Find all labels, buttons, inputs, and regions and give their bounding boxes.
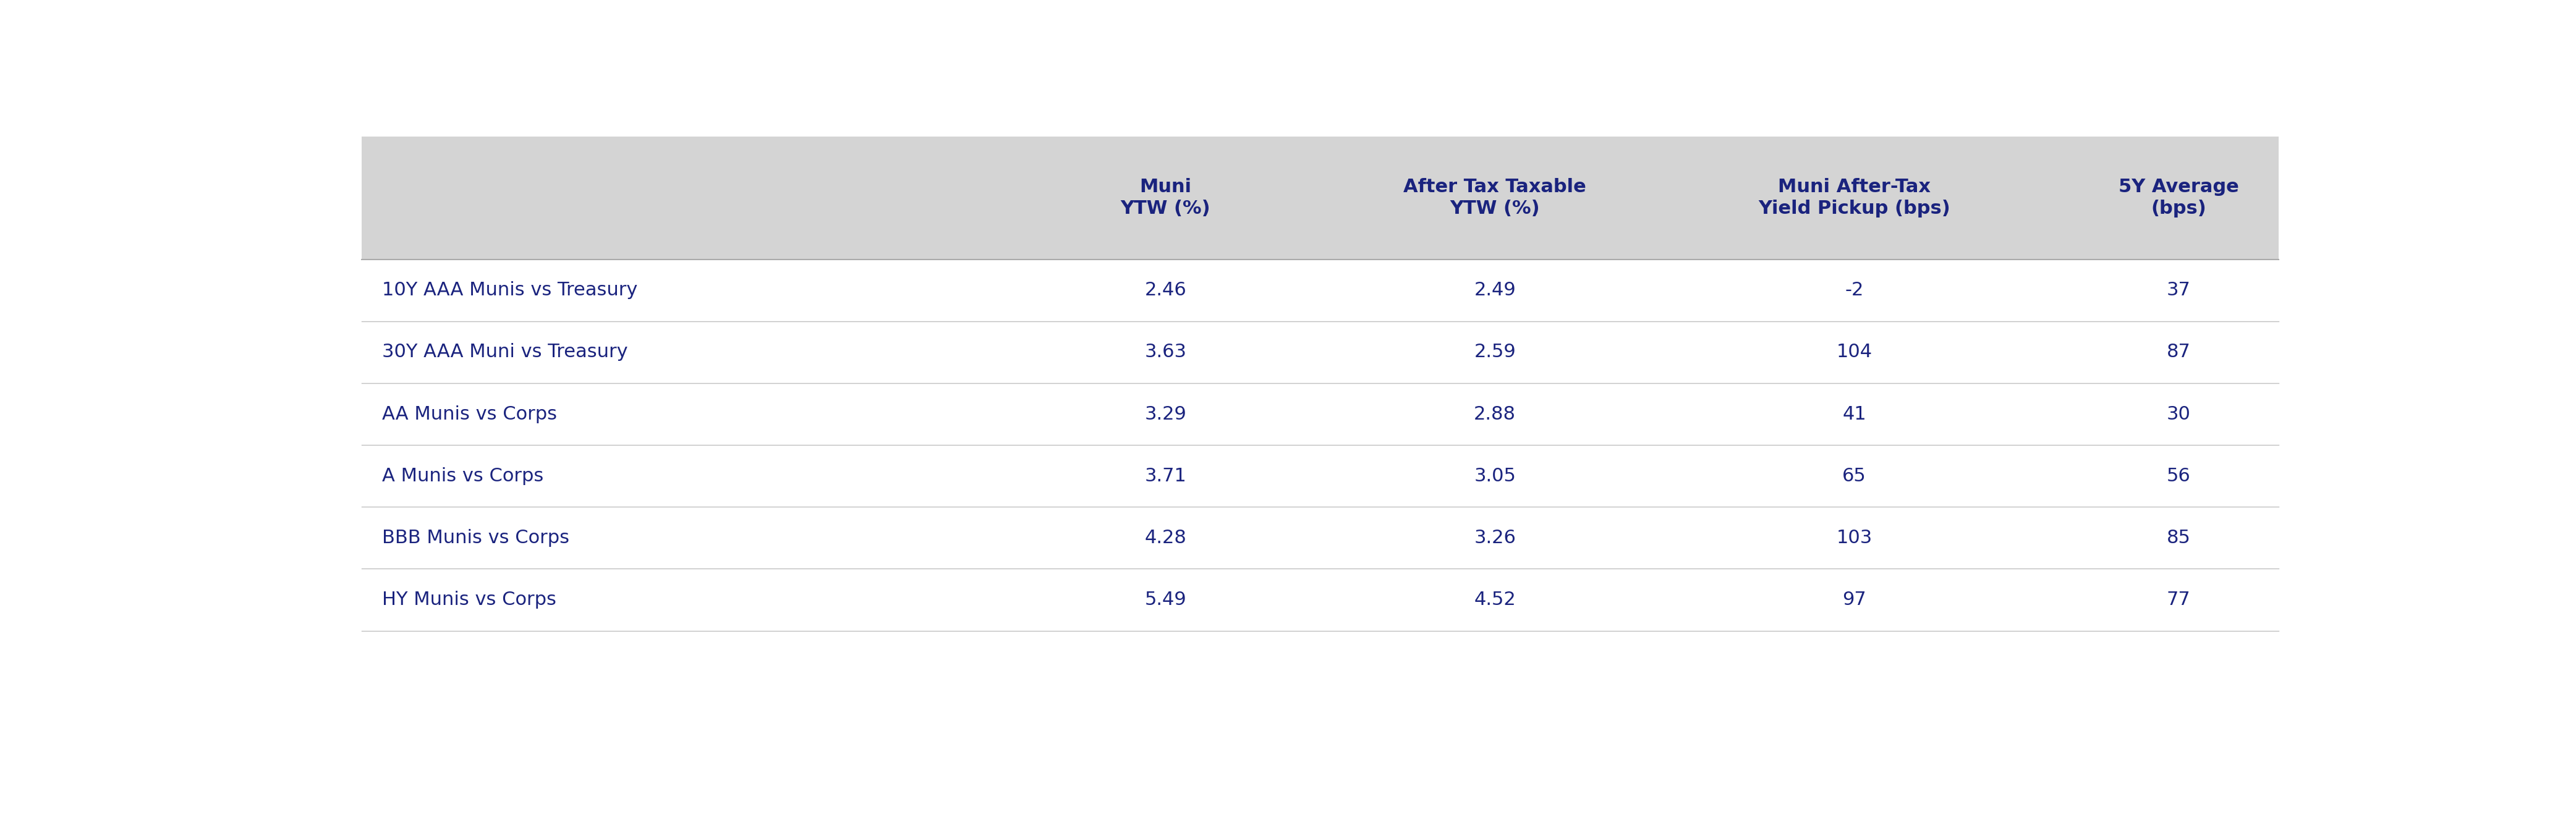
Text: 2.59: 2.59	[1473, 344, 1515, 361]
Text: 30: 30	[2166, 405, 2190, 423]
Text: 97: 97	[1842, 590, 1865, 608]
Text: 10Y AAA Munis vs Treasury: 10Y AAA Munis vs Treasury	[381, 281, 636, 299]
Bar	[361, 569, 2280, 631]
Text: HY Munis vs Corps: HY Munis vs Corps	[381, 590, 556, 608]
Bar	[361, 259, 2280, 321]
Text: -2: -2	[1844, 281, 1862, 299]
Text: 3.29: 3.29	[1144, 405, 1188, 423]
Bar	[361, 383, 2280, 445]
Bar	[361, 321, 2280, 383]
Text: 2.88: 2.88	[1473, 405, 1515, 423]
Text: 4.52: 4.52	[1473, 590, 1515, 608]
Bar	[361, 445, 2280, 507]
Text: 85: 85	[2166, 529, 2190, 547]
Text: 2.46: 2.46	[1144, 281, 1188, 299]
Text: 3.05: 3.05	[1473, 467, 1515, 485]
Text: 87: 87	[2166, 344, 2190, 361]
Text: 3.63: 3.63	[1144, 344, 1188, 361]
Text: BBB Munis vs Corps: BBB Munis vs Corps	[381, 529, 569, 547]
Text: 30Y AAA Muni vs Treasury: 30Y AAA Muni vs Treasury	[381, 344, 629, 361]
Text: 104: 104	[1837, 344, 1873, 361]
Text: 3.71: 3.71	[1144, 467, 1188, 485]
Bar	[361, 136, 2280, 259]
Text: A Munis vs Corps: A Munis vs Corps	[381, 467, 544, 485]
Text: 5.49: 5.49	[1144, 590, 1188, 608]
Text: 65: 65	[1842, 467, 1865, 485]
Text: 2.49: 2.49	[1473, 281, 1515, 299]
Text: 41: 41	[1842, 405, 1865, 423]
Text: After Tax Taxable
YTW (%): After Tax Taxable YTW (%)	[1404, 178, 1587, 217]
Text: AA Munis vs Corps: AA Munis vs Corps	[381, 405, 556, 423]
Bar	[361, 507, 2280, 569]
Text: Muni
YTW (%): Muni YTW (%)	[1121, 178, 1211, 217]
Text: 103: 103	[1837, 529, 1873, 547]
Text: 5Y Average
(bps): 5Y Average (bps)	[2117, 178, 2239, 217]
Text: 3.26: 3.26	[1473, 529, 1515, 547]
Text: 77: 77	[2166, 590, 2190, 608]
Text: 56: 56	[2166, 467, 2190, 485]
Text: 4.28: 4.28	[1144, 529, 1188, 547]
Text: Muni After-Tax
Yield Pickup (bps): Muni After-Tax Yield Pickup (bps)	[1759, 178, 1950, 217]
Text: 37: 37	[2166, 281, 2190, 299]
